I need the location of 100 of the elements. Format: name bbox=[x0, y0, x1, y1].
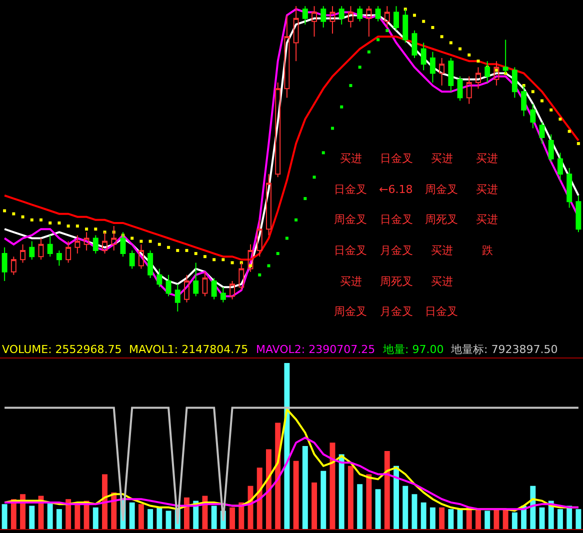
candlestick bbox=[476, 66, 481, 90]
bar bbox=[312, 482, 318, 529]
candlestick bbox=[2, 246, 8, 282]
bar bbox=[384, 450, 390, 529]
annotation: 买进 bbox=[476, 183, 498, 196]
bar bbox=[102, 474, 108, 529]
bar bbox=[138, 504, 144, 529]
point bbox=[58, 221, 61, 224]
annotation: 日金叉 bbox=[380, 152, 413, 165]
point bbox=[94, 228, 98, 231]
point bbox=[458, 47, 462, 50]
candlestick bbox=[56, 250, 62, 266]
candlestick bbox=[557, 152, 563, 181]
point bbox=[222, 258, 225, 262]
candlestick bbox=[84, 232, 90, 251]
candlestick bbox=[284, 14, 290, 98]
candlestick bbox=[184, 274, 190, 303]
bar bbox=[184, 497, 190, 529]
bar bbox=[476, 509, 481, 529]
point bbox=[21, 215, 24, 218]
bar bbox=[402, 486, 408, 529]
candlestick bbox=[320, 6, 326, 28]
point bbox=[304, 197, 307, 200]
point bbox=[568, 130, 571, 133]
bar bbox=[539, 507, 545, 529]
candlestick bbox=[74, 234, 80, 254]
candlestick bbox=[230, 280, 236, 300]
point bbox=[140, 240, 143, 243]
candlestick bbox=[193, 262, 199, 297]
bar bbox=[66, 499, 72, 529]
point bbox=[276, 252, 280, 256]
candlestick bbox=[412, 30, 418, 59]
bar bbox=[357, 484, 363, 529]
bar bbox=[238, 502, 244, 529]
annotation: 月金叉 bbox=[380, 244, 413, 257]
point bbox=[185, 248, 188, 252]
annotation: 月金叉 bbox=[380, 305, 413, 318]
point bbox=[449, 41, 452, 44]
candlestick bbox=[420, 42, 426, 71]
candlestick bbox=[293, 6, 299, 62]
point bbox=[340, 105, 344, 108]
candlestick bbox=[38, 238, 44, 260]
candlestick bbox=[330, 6, 336, 34]
bar bbox=[92, 507, 98, 529]
candlestick bbox=[29, 240, 35, 260]
annotation: 买进 bbox=[340, 152, 362, 165]
candlestick bbox=[312, 6, 318, 38]
bar bbox=[375, 489, 381, 529]
bar bbox=[338, 454, 344, 529]
point bbox=[468, 53, 471, 56]
candlestick bbox=[156, 268, 162, 288]
annotation: 周死叉 bbox=[425, 213, 458, 226]
candlestick bbox=[10, 256, 16, 276]
point bbox=[194, 252, 198, 256]
candlestick bbox=[448, 58, 454, 92]
candlestick bbox=[384, 6, 390, 28]
bar bbox=[320, 470, 326, 529]
bar bbox=[266, 449, 272, 529]
point bbox=[130, 236, 134, 240]
candlestick bbox=[394, 6, 399, 32]
candlestick bbox=[338, 6, 344, 25]
point bbox=[230, 261, 234, 264]
bar bbox=[293, 460, 299, 529]
candlestick bbox=[275, 82, 281, 178]
point bbox=[322, 151, 325, 154]
point bbox=[76, 224, 79, 228]
point bbox=[358, 66, 362, 69]
annotation: 买进 bbox=[476, 152, 498, 165]
point bbox=[12, 212, 16, 216]
bar bbox=[448, 509, 454, 529]
point bbox=[558, 118, 562, 121]
candlestick bbox=[166, 274, 172, 297]
point bbox=[267, 264, 270, 268]
point bbox=[167, 246, 170, 249]
bar bbox=[256, 468, 262, 529]
annotation: 周金叉 bbox=[425, 183, 458, 196]
point bbox=[258, 273, 262, 276]
candlestick bbox=[129, 250, 135, 270]
annotation: 买进 bbox=[476, 213, 498, 226]
annotation: ←6.18 bbox=[379, 183, 413, 196]
point bbox=[367, 50, 370, 54]
bar bbox=[74, 504, 80, 529]
point bbox=[158, 242, 161, 246]
candlestick bbox=[47, 234, 53, 258]
bar bbox=[430, 507, 436, 529]
point bbox=[249, 264, 252, 268]
bar bbox=[2, 504, 8, 529]
point bbox=[66, 224, 70, 228]
point bbox=[312, 176, 316, 179]
point bbox=[48, 221, 52, 224]
text: VOLUME: 2552968.75 bbox=[2, 343, 122, 356]
annotation: 买进 bbox=[340, 275, 362, 288]
candlestick bbox=[256, 219, 262, 258]
point bbox=[39, 218, 42, 222]
candlestick bbox=[375, 6, 381, 22]
bar bbox=[302, 446, 308, 529]
point bbox=[386, 29, 389, 32]
point bbox=[576, 142, 580, 146]
point bbox=[494, 68, 498, 72]
candlestick bbox=[512, 66, 518, 98]
